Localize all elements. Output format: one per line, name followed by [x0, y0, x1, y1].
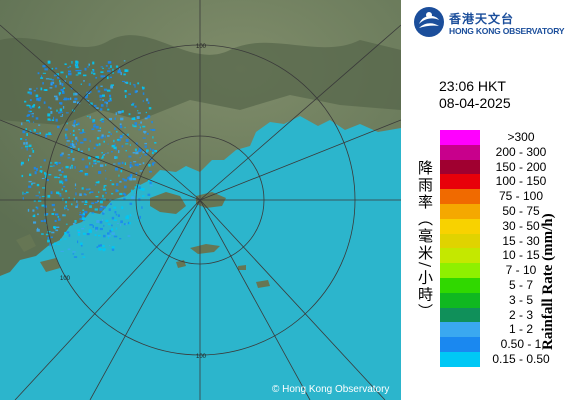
- radial-lines: [0, 0, 402, 401]
- scale-swatch: [440, 218, 480, 234]
- scale-swatch: [440, 292, 480, 308]
- copyright-notice: © Hong Kong Observatory: [272, 384, 390, 395]
- scale-label: 200 - 300: [495, 144, 547, 159]
- ring-label-bottom: 100: [196, 354, 207, 360]
- scale-label: 30 - 50: [502, 218, 540, 233]
- scale-label: 150 - 200: [495, 159, 547, 174]
- scale-swatch: [440, 174, 480, 190]
- org-name-cn: 香港天文台: [449, 12, 515, 26]
- outlying-island: [190, 244, 220, 254]
- outlying-island: [256, 280, 270, 288]
- scale-label: 5 - 7: [508, 278, 533, 292]
- scale-label: 0.50 - 1: [500, 337, 542, 352]
- scale-label: 7 - 10: [505, 263, 537, 278]
- scale-label: 15 - 30: [502, 233, 540, 248]
- outlying-island: [40, 258, 60, 272]
- scale-swatch: [440, 130, 480, 145]
- lantau-island: [150, 192, 186, 214]
- ring-label-left: 100: [60, 276, 71, 282]
- scale-swatch: [440, 144, 480, 160]
- scale-label: 50 - 75: [502, 204, 540, 218]
- scale-swatch: [440, 159, 480, 175]
- scale-swatch: [440, 307, 480, 323]
- outlying-island: [16, 234, 36, 252]
- scale-label: 75 - 100: [498, 189, 544, 204]
- radar-map-canvas: 100 100 100: [0, 0, 402, 401]
- scale-label: 100 - 150: [495, 174, 547, 189]
- scale-swatch: [440, 204, 480, 219]
- scale-swatch: [440, 352, 480, 367]
- scale-swatch: [440, 322, 480, 338]
- outlying-island: [238, 265, 246, 270]
- scale-label: 0.15 - 0.50: [492, 352, 550, 366]
- scale-label: 1 - 2: [508, 322, 533, 337]
- timestamp-time: 23:06 HKT: [439, 78, 506, 94]
- scale-label: 2 - 3: [508, 307, 533, 322]
- rain-echoes: [20, 60, 157, 258]
- scale-label: 10 - 15: [502, 248, 540, 263]
- ring-label-top: 100: [196, 44, 207, 50]
- scale-swatch: [440, 233, 480, 249]
- timestamp-date: 08-04-2025: [439, 95, 511, 111]
- info-panel: 香港天文台 HONG KONG OBSERVATORY 23:06 HKT 08…: [401, 0, 577, 400]
- org-name-en: HONG KONG OBSERVATORY: [449, 26, 565, 36]
- radar-map: 100 100 100 © Hong Kong Observatory: [0, 0, 402, 401]
- scale-label: 3 - 5: [508, 292, 533, 307]
- scale-swatch: [440, 263, 480, 278]
- scale-swatch: [440, 278, 480, 293]
- scale-swatch: [440, 337, 480, 352]
- legend-title-cn: 降雨率（毫米/小時）: [416, 160, 434, 321]
- scale-label: >300: [507, 130, 535, 144]
- hko-emblem-icon: [414, 7, 444, 37]
- scale-swatch: [440, 189, 480, 204]
- mountain-area: [0, 35, 401, 126]
- scale-swatch: [440, 248, 480, 264]
- hko-logo: 香港天文台 HONG KONG OBSERVATORY: [413, 6, 573, 42]
